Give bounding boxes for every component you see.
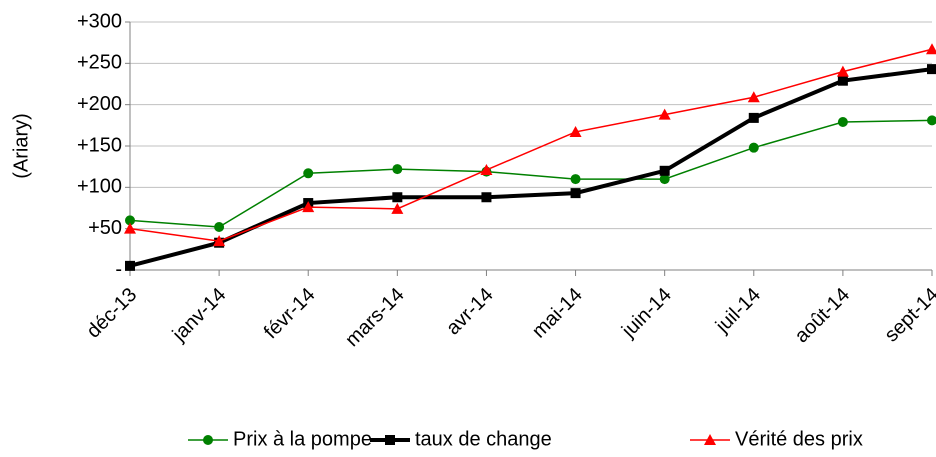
marker (303, 168, 314, 179)
marker (124, 222, 136, 234)
legend-item: Vérité des prix (690, 428, 863, 450)
marker (385, 435, 395, 445)
marker (570, 188, 581, 199)
series-line (129, 67, 933, 268)
x-tick-label: févr-14 (260, 284, 320, 344)
marker (392, 164, 403, 175)
y-tick-label: +300 (77, 10, 122, 32)
legend-item: Prix à la pompe (188, 428, 372, 450)
y-tick-label: +250 (77, 52, 122, 74)
y-axis-label: (Ariary) (10, 113, 32, 179)
x-tick-label: janv-14 (168, 284, 231, 347)
marker (125, 215, 135, 226)
marker (926, 43, 936, 55)
marker (125, 260, 135, 271)
legend-label: taux de change (415, 428, 552, 450)
y-tick-label: - (115, 258, 122, 280)
x-tick-label: déc-13 (82, 284, 141, 343)
y-tick-label: +100 (77, 176, 122, 198)
marker (481, 192, 492, 203)
marker (658, 108, 671, 120)
marker (392, 192, 403, 203)
marker (836, 65, 849, 77)
marker (214, 222, 225, 233)
x-tick-label: juil-14 (711, 284, 765, 338)
y-tick-label: +150 (77, 134, 122, 156)
x-tick-label: avr-14 (442, 284, 498, 340)
x-tick-label: sept-14 (881, 284, 936, 347)
marker (203, 435, 213, 445)
marker (837, 117, 848, 128)
marker (302, 201, 315, 213)
series-line (129, 119, 933, 228)
series-line (129, 48, 933, 242)
marker (570, 174, 581, 185)
y-tick-label: +50 (88, 217, 122, 239)
marker (213, 235, 226, 247)
x-tick-label: juin-14 (617, 284, 676, 343)
marker (837, 75, 848, 86)
marker (748, 112, 759, 123)
marker (747, 91, 760, 103)
legend-label: Vérité des prix (735, 428, 863, 450)
legend-label: Prix à la pompe (233, 428, 372, 450)
marker (927, 115, 936, 126)
x-tick-label: mai-14 (528, 284, 587, 343)
marker (391, 202, 404, 214)
legend-item: taux de change (370, 428, 552, 450)
marker (480, 163, 493, 175)
marker (748, 142, 759, 153)
marker (659, 165, 670, 176)
marker (704, 434, 716, 445)
marker (659, 174, 670, 185)
y-tick-label: +200 (77, 93, 122, 115)
x-tick-label: août-14 (791, 284, 855, 348)
marker (569, 125, 582, 137)
marker (927, 64, 936, 75)
x-tick-label: mars-14 (341, 284, 408, 351)
